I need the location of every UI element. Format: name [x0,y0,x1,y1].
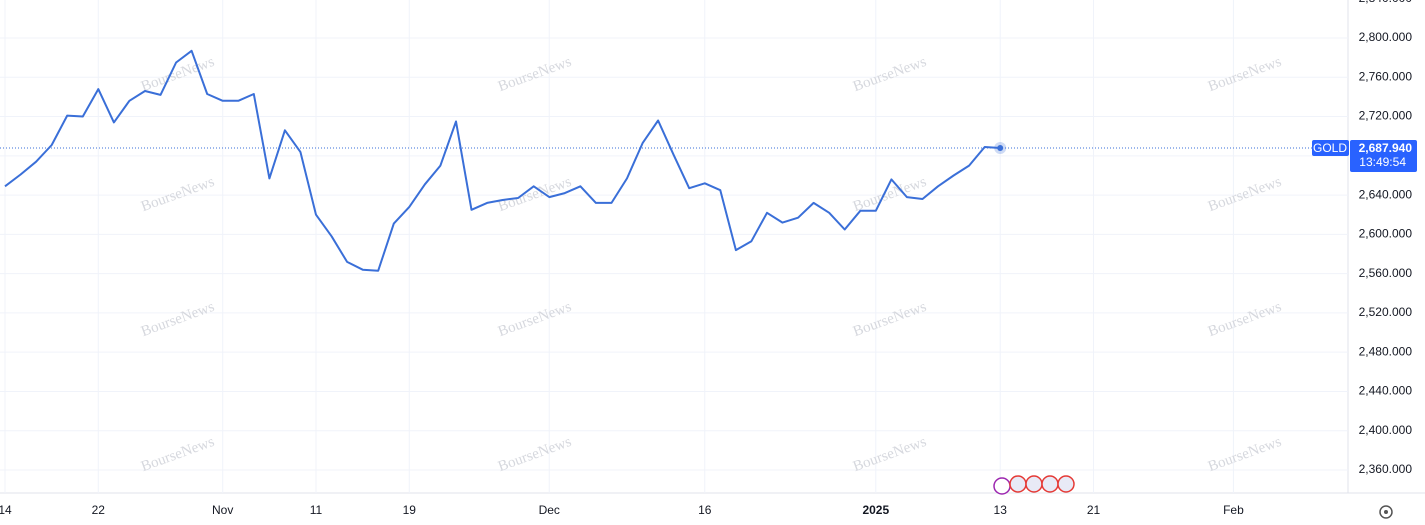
countdown: 13:49:54 [1359,155,1406,169]
x-tick-label: 16 [698,503,712,517]
x-tick-label: 19 [403,503,417,517]
last-point [997,145,1004,152]
x-tick-label: 2025 [862,503,889,517]
x-tick-label: Feb [1223,503,1244,517]
x-tick-label: 11 [310,503,323,517]
x-tick-label: 22 [92,503,106,517]
y-tick-label: 2,800.000 [1359,30,1413,44]
y-tick-label: 2,640.000 [1359,187,1413,201]
y-tick-label: 2,400.000 [1359,423,1413,437]
y-tick-label: 2,360.000 [1359,462,1413,476]
y-tick-label: 2,440.000 [1359,384,1413,398]
event-icons [993,475,1075,495]
y-tick-label: 2,480.000 [1359,344,1413,358]
price-badge [1350,140,1417,173]
y-tick-label: 2,600.000 [1359,227,1413,241]
x-tick-label: 14 [0,503,12,517]
last-price-label: 2,687.940 [1359,141,1413,155]
y-tick-label: 2,520.000 [1359,305,1413,319]
x-tick-label: Dec [539,503,560,517]
settings-icon[interactable] [1379,505,1393,519]
symbol-label: GOLD [1313,141,1347,155]
x-tick-label: Nov [212,503,233,517]
y-tick-label: 2,720.000 [1359,109,1413,123]
price-line [4,49,1001,272]
x-tick-label: 13 [994,503,1008,517]
x-tick-label: 21 [1087,503,1101,517]
y-tick-label: 2,760.000 [1359,69,1413,83]
y-tick-label: 2,840.000 [1359,0,1413,5]
symbol-badge [1312,140,1349,157]
y-tick-label: 2,560.000 [1359,266,1413,280]
